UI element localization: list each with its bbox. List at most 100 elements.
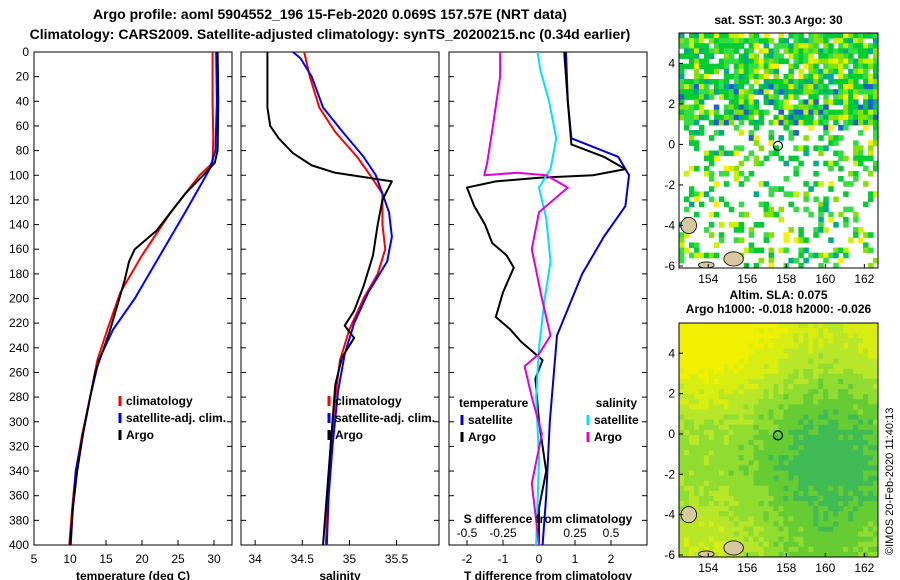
- map-cell: [833, 445, 839, 451]
- map-cell: [758, 399, 765, 405]
- legend-label: climatology: [335, 394, 402, 408]
- map-cell: [758, 222, 765, 228]
- map-cell: [713, 384, 720, 390]
- map-cell: [753, 353, 760, 360]
- map-cell: [698, 536, 705, 543]
- map-cell: [748, 531, 755, 538]
- map-cell: [833, 389, 839, 395]
- map-cell: [718, 460, 725, 466]
- map-cell: [803, 53, 809, 60]
- map-cell: [763, 414, 770, 421]
- y-tick-label: 380: [9, 513, 29, 527]
- map-cell: [768, 58, 775, 65]
- map-cell: [768, 232, 775, 238]
- series-argo: [69, 51, 220, 546]
- map-cell: [718, 526, 725, 533]
- map-cell: [823, 506, 829, 512]
- map-cell: [679, 89, 685, 95]
- map-cell: [683, 232, 690, 238]
- map-cell: [858, 501, 864, 507]
- map-cell: [768, 399, 775, 405]
- map-cell: [683, 119, 690, 126]
- map-cell: [818, 89, 824, 95]
- map-cell: [753, 551, 760, 558]
- map-cell: [838, 257, 844, 264]
- map-cell: [758, 368, 765, 375]
- map-cell: [693, 242, 700, 249]
- map-cell: [803, 531, 809, 538]
- map-cell: [808, 541, 814, 548]
- map-cell: [763, 78, 770, 85]
- series-temperature-argo: [466, 51, 627, 545]
- map-cell: [873, 333, 879, 339]
- map-cell: [863, 419, 869, 426]
- map-cell: [818, 445, 824, 451]
- map-cell: [698, 358, 705, 365]
- map-cell: [803, 114, 809, 121]
- map-cell: [833, 521, 839, 527]
- map-cell: [858, 343, 864, 349]
- map-cell: [688, 414, 695, 421]
- map-cell: [773, 119, 779, 126]
- map-cell: [808, 358, 814, 365]
- map-cell: [823, 511, 829, 517]
- map-cell: [718, 434, 725, 441]
- map-cell: [748, 135, 755, 141]
- map-cell: [828, 440, 834, 446]
- map-cell: [743, 511, 750, 517]
- map-cell: [748, 389, 755, 395]
- map-cell: [873, 455, 879, 461]
- map-cell: [783, 78, 789, 85]
- map-cell: [683, 495, 690, 502]
- map-cell: [783, 160, 789, 167]
- map-cell: [823, 363, 829, 370]
- map-cell: [803, 414, 809, 421]
- map-cell: [873, 409, 879, 416]
- map-cell: [763, 211, 770, 218]
- map-cell: [728, 394, 735, 400]
- map-cell: [788, 511, 794, 517]
- map-cell: [708, 526, 715, 533]
- map-cell: [788, 384, 794, 390]
- map-cell: [679, 99, 685, 106]
- map-cell: [763, 338, 770, 344]
- map-cell: [703, 434, 710, 441]
- map-cell: [763, 546, 770, 553]
- map-cell: [863, 323, 869, 329]
- map-cell: [679, 109, 685, 116]
- map-cell: [679, 33, 685, 39]
- map-cell: [808, 348, 814, 355]
- map-cell: [693, 521, 700, 527]
- map-cell: [713, 485, 720, 492]
- map-cell: [768, 389, 775, 395]
- map-cell: [848, 546, 854, 553]
- map-cell: [733, 404, 740, 410]
- map-cell: [753, 262, 760, 269]
- map-cell: [768, 536, 775, 543]
- map-cell: [693, 389, 700, 395]
- map-cell: [843, 399, 849, 405]
- map-cell: [843, 328, 849, 334]
- map-cell: [738, 399, 745, 405]
- map-cell: [843, 455, 849, 461]
- map-cell: [723, 353, 730, 360]
- map-cell: [753, 440, 760, 446]
- map-cell: [733, 450, 740, 456]
- map-cell: [828, 485, 834, 492]
- map-cell: [813, 506, 819, 512]
- map-cell: [803, 338, 809, 344]
- map-cell: [738, 78, 745, 85]
- map-cell: [738, 68, 745, 75]
- map-cell: [773, 84, 779, 90]
- map-cell: [783, 84, 789, 90]
- map-cell: [763, 450, 770, 456]
- map-cell: [713, 38, 720, 44]
- map-cell: [753, 485, 760, 492]
- map-cell: [763, 48, 770, 54]
- map-cell: [798, 536, 804, 543]
- map-cell: [748, 516, 755, 522]
- map-cell: [848, 73, 854, 80]
- map-cell: [808, 211, 814, 218]
- map-cell: [853, 384, 859, 390]
